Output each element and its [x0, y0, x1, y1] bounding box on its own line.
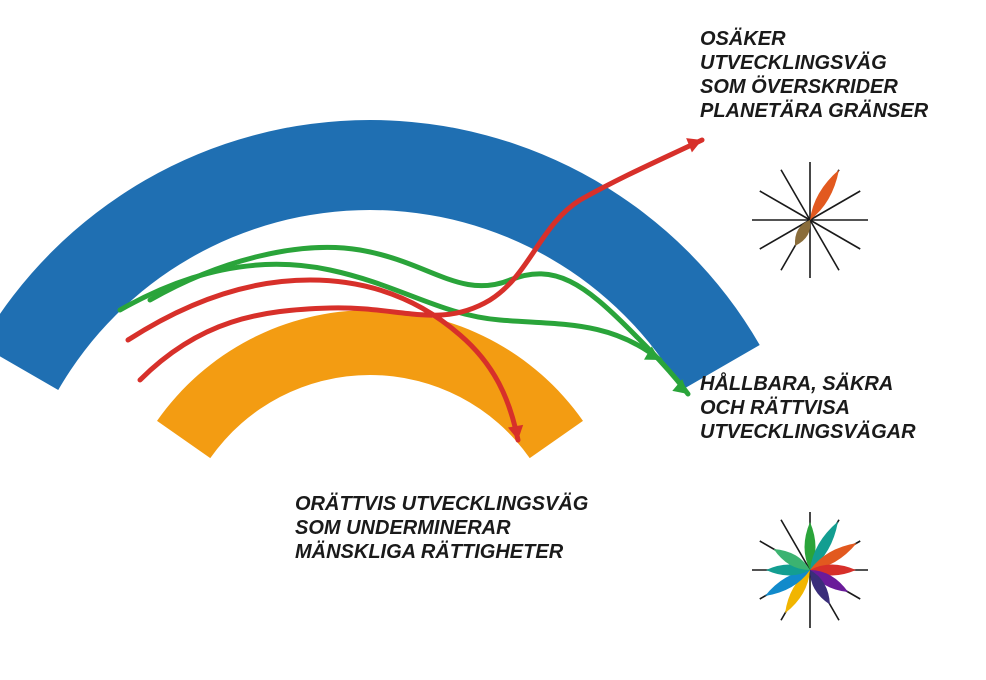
diagram-svg: PLANETÄRA GRÄNSERSOCIALA GRÄNSEROSÄKERUT… — [0, 0, 986, 680]
star-icon-bottom — [752, 512, 868, 628]
star-icon-top — [752, 162, 868, 278]
caption-top_right: OSÄKERUTVECKLINGSVÄGSOM ÖVERSKRIDERPLANE… — [700, 27, 929, 122]
caption-bottom: ORÄTTVIS UTVECKLINGSVÄGSOM UNDERMINERARM… — [295, 492, 588, 563]
inner-arc-label: SOCIALA GRÄNSER — [0, 0, 212, 5]
caption-mid_right: HÅLLBARA, SÄKRAOCH RÄTTVISAUTVECKLINGSVÄ… — [700, 371, 916, 443]
